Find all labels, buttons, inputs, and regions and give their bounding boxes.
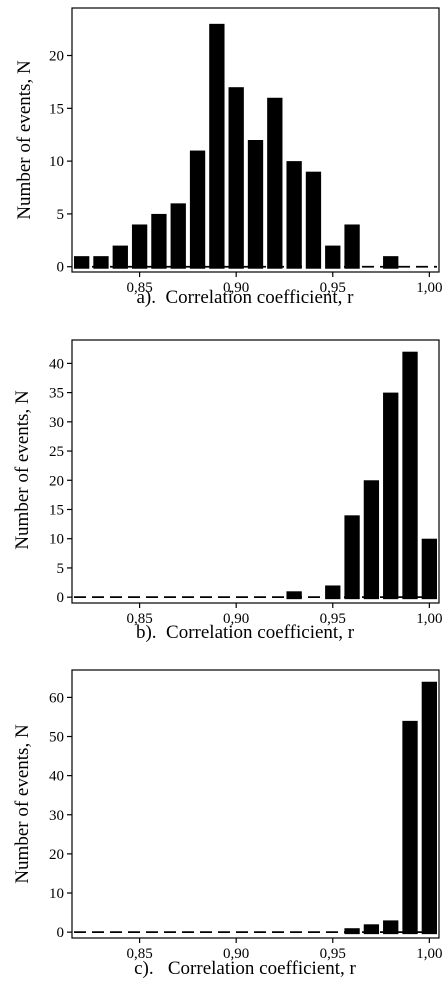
histogram-bar [363,480,380,600]
histogram-bar [363,924,380,935]
x-tick-label: 1,00 [416,280,442,296]
panel-caption: a). Correlation coefficient, r [137,287,355,308]
y-tick-label: 5 [57,561,65,577]
histogram-bar [267,97,283,269]
histogram-bar [344,928,360,935]
histogram-panel-a: 0 5 10 15 20 0,85 0,90 0,95 1,00 Number of events… [0,0,444,330]
histogram-a-svg: 0 5 10 15 20 0,85 0,90 0,95 1,00 Number of events… [14,7,442,308]
histogram-b-svg: 0 5 10 15 20 25 30 35 40 0,85 0,90 0,95 1,00 Number o… [12,339,442,643]
y-tick-label: 10 [49,154,64,170]
histogram-bar [421,538,437,600]
histogram-bar [344,515,360,600]
histogram-bar [402,351,418,600]
histogram-bar [131,224,148,269]
plot-frame [71,7,440,273]
y-tick-label: 20 [49,847,64,863]
y-tick-label: 0 [57,925,65,941]
histogram-bar [228,87,244,269]
histogram-bar [402,720,418,935]
histogram-bar [189,150,206,269]
histogram-bar [325,245,341,269]
y-tick-label: 5 [57,207,65,223]
y-tick-label: 30 [49,415,64,431]
histogram-bar [151,213,167,269]
histogram-bar [112,245,128,269]
y-tick-label: 35 [49,386,64,402]
y-tick-label: 20 [49,49,64,65]
histogram-panel-b: 0 5 10 15 20 25 30 35 40 0,85 0,90 0,95 1,00 Number o… [0,330,444,662]
x-tick-label: 0,85 [126,611,152,627]
histogram-bar [247,140,264,269]
y-tick-label: 10 [49,886,64,902]
histogram-bar [286,161,302,269]
y-tick-label: 25 [49,444,64,460]
histogram-bar [305,171,322,269]
histogram-bar [170,203,186,269]
histogram-panel-c: 0 10 20 30 40 50 60 0,85 0,90 0,95 1,00 Number of e… [0,662,444,994]
plot-frame [71,339,440,604]
panel-caption: b). Correlation coefficient, r [136,622,355,643]
y-tick-label: 15 [49,502,64,518]
y-axis-label: Number of events, N [12,724,33,884]
y-axis-label: Number of events, N [14,60,35,220]
y-tick-label: 10 [49,532,64,548]
x-tick-label: 1,00 [416,946,442,962]
histogram-bar [383,256,399,269]
histogram-c-svg: 0 10 20 30 40 50 60 0,85 0,90 0,95 1,00 Number of e… [12,669,442,979]
x-tick-label: 1,00 [416,611,442,627]
x-tick-label: 0,90 [223,611,249,627]
y-axis-label: Number of events, N [12,390,33,550]
y-tick-label: 30 [49,808,64,824]
plot-frame [71,669,440,939]
histogram-bar [383,920,399,935]
histogram-bar [421,681,437,935]
histogram-bar [93,256,109,269]
histogram-bar [286,591,302,600]
panel-caption: c). Correlation coefficient, r [134,958,356,979]
y-tick-label: 0 [57,590,65,606]
y-tick-label: 40 [49,769,64,785]
x-tick-label: 0,85 [126,946,152,962]
histogram-bar [325,585,341,600]
x-tick-label: 0,90 [223,280,249,296]
y-tick-label: 0 [57,260,65,276]
histogram-bar [383,392,399,600]
x-tick-label: 0,95 [320,946,346,962]
x-tick-label: 0,95 [320,280,346,296]
x-tick-label: 0,85 [126,280,152,296]
y-tick-label: 50 [49,730,64,746]
y-tick-label: 40 [49,356,64,372]
x-tick-label: 0,95 [320,611,346,627]
histogram-bar [209,23,225,269]
y-tick-label: 15 [49,101,64,117]
y-tick-label: 60 [49,690,64,706]
histogram-bar [74,256,90,269]
y-tick-label: 20 [49,473,64,489]
x-tick-label: 0,90 [223,946,249,962]
histogram-bar [344,224,360,269]
